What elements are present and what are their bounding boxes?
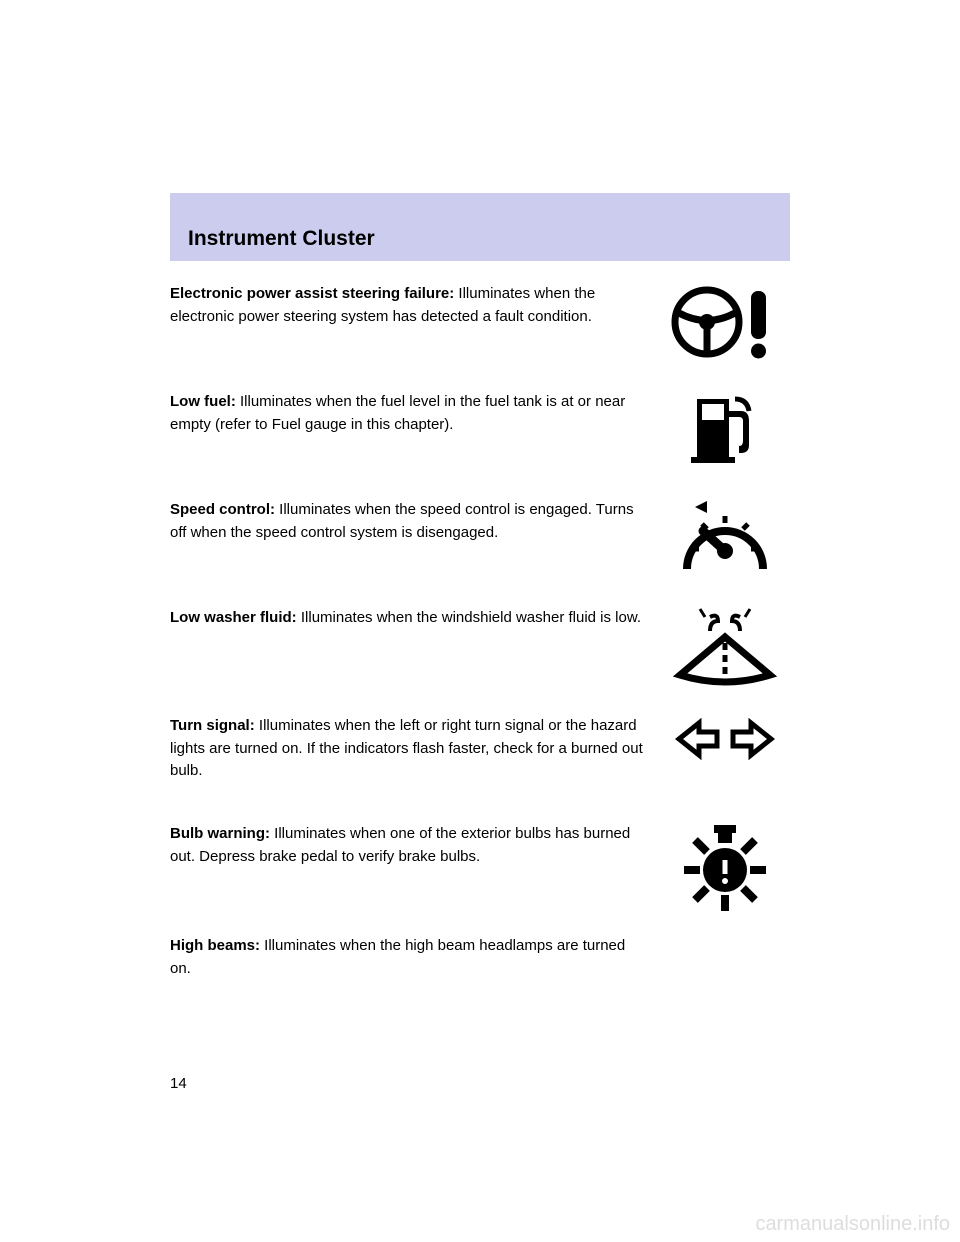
header-bar: Instrument Cluster — [170, 193, 790, 261]
item-bold: Speed control: — [170, 501, 275, 518]
content-area: Instrument Cluster Electronic power assi… — [170, 193, 790, 998]
list-item: Electronic power assist steering failure… — [170, 283, 790, 373]
washer-fluid-icon — [660, 607, 790, 689]
item-text: Bulb warning: Illuminates when one of th… — [170, 823, 660, 868]
item-text: Speed control: Illuminates when the spee… — [170, 499, 660, 544]
page-title: Instrument Cluster — [188, 227, 375, 251]
item-bold: Bulb warning: — [170, 825, 270, 842]
page-number: 14 — [170, 1075, 187, 1092]
list-item: High beams: Illuminates when the high be… — [170, 935, 790, 980]
list-item: Turn signal: Illuminates when the left o… — [170, 715, 790, 805]
item-bold: Electronic power assist steering failure… — [170, 285, 454, 302]
list-item: Low washer fluid: Illuminates when the w… — [170, 607, 790, 697]
list-item: Bulb warning: Illuminates when one of th… — [170, 823, 790, 917]
steering-warning-icon — [660, 283, 790, 361]
item-bold: Low washer fluid: — [170, 609, 297, 626]
item-body: Illuminates when the fuel level in the f… — [170, 393, 625, 433]
item-text: Turn signal: Illuminates when the left o… — [170, 715, 660, 783]
item-bold: High beams: — [170, 937, 260, 954]
item-bold: Low fuel: — [170, 393, 236, 410]
speed-control-icon — [660, 499, 790, 585]
list-item: Speed control: Illuminates when the spee… — [170, 499, 790, 589]
items-container: Electronic power assist steering failure… — [170, 261, 790, 980]
item-text: Electronic power assist steering failure… — [170, 283, 660, 328]
item-bold: Turn signal: — [170, 717, 255, 734]
low-fuel-icon — [660, 391, 790, 469]
list-item: Low fuel: Illuminates when the fuel leve… — [170, 391, 790, 481]
turn-signal-icon — [660, 715, 790, 763]
bulb-warning-icon — [660, 823, 790, 917]
watermark: carmanualsonline.info — [755, 1213, 950, 1236]
page: Instrument Cluster Electronic power assi… — [0, 0, 960, 1242]
item-text: Low fuel: Illuminates when the fuel leve… — [170, 391, 660, 436]
item-body: Illuminates when the windshield washer f… — [297, 609, 641, 626]
item-text: Low washer fluid: Illuminates when the w… — [170, 607, 660, 630]
item-text: High beams: Illuminates when the high be… — [170, 935, 660, 980]
